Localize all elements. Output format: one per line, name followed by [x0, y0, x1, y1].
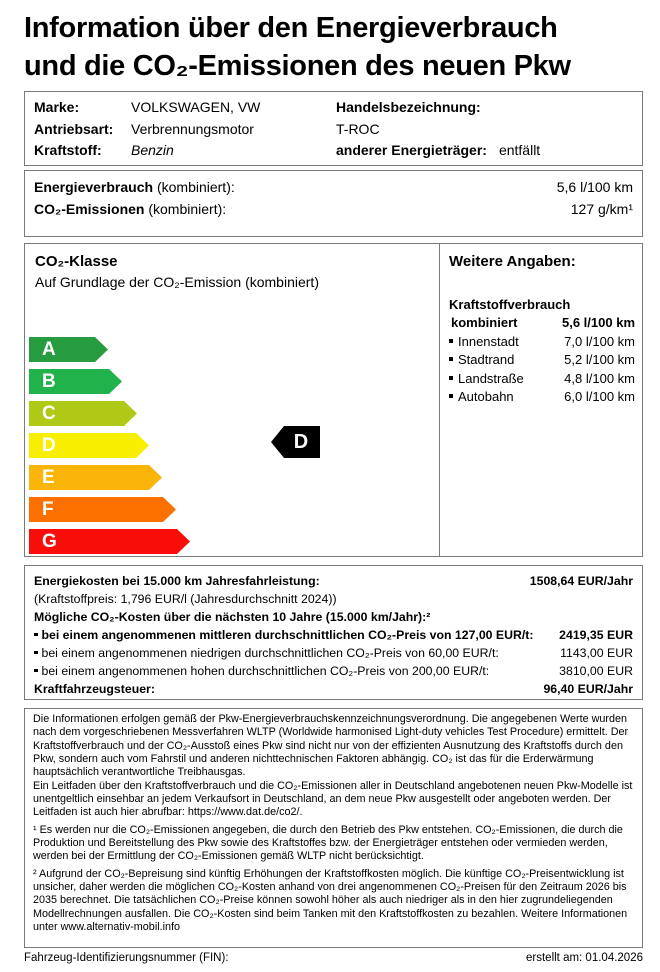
vehicle-info-box: Marke: Antriebsart: Kraftstoff: VOLKSWAG…	[24, 91, 643, 166]
fuel-consumption-row-combined: kombiniert 5,6 l/100 km	[451, 315, 635, 330]
vehicle-info-labels: Marke: Antriebsart: Kraftstoff:	[34, 97, 131, 160]
brand-label: Marke:	[34, 99, 80, 115]
co2-cost-high-row: bei einem angenommenen hohen durchschnit…	[34, 662, 633, 680]
fine-print-box: Die Informationen erfolgen gemäß der Pkw…	[24, 708, 643, 948]
bullet-icon	[34, 668, 38, 672]
consumption-box: Energieverbrauch (kombiniert): 5,6 l/100…	[24, 170, 643, 237]
fuel-consumption-row-city: Innenstadt 7,0 l/100 km	[449, 333, 635, 352]
co2-class-box: CO₂-Klasse Auf Grundlage der CO₂-Emissio…	[24, 243, 643, 557]
co2-class-subtitle: Auf Grundlage der CO₂-Emission (kombinie…	[35, 274, 319, 290]
fuel-consumption-row-highway: Autobahn 6,0 l/100 km	[449, 388, 635, 407]
energy-consumption-row: Energieverbrauch (kombiniert): 5,6 l/100…	[34, 176, 633, 198]
vehicle-info-values: VOLKSWAGEN, VW Verbrennungsmotor Benzin	[131, 97, 260, 160]
co2-class-scale-panel: CO₂-Klasse Auf Grundlage der CO₂-Emissio…	[25, 244, 439, 556]
energy-costs-row: Energiekosten bei 15.000 km Jahresfahrle…	[34, 574, 633, 588]
bullet-icon	[34, 650, 38, 654]
energy-costs-box: Energiekosten bei 15.000 km Jahresfahrle…	[24, 565, 643, 700]
trade-name-value: T-ROC	[336, 120, 380, 137]
fuel-consumption-heading: Kraftstoffverbrauch	[449, 297, 571, 312]
footnote-1: ¹ Es werden nur die CO₂-Emissionen angeg…	[33, 823, 623, 863]
further-details-panel: Weitere Angaben: Kraftstoffverbrauch kom…	[449, 252, 635, 407]
fuel-value: Benzin	[131, 142, 174, 158]
drivetrain-label: Antriebsart:	[34, 120, 114, 137]
trade-name-label: Handelsbezeichnung:	[336, 99, 481, 115]
co2-class-arrow-a: A	[29, 337, 108, 362]
fuel-consumption-row-suburban: Stadtrand 5,2 l/100 km	[449, 351, 635, 370]
energy-consumption-label: Energieverbrauch (kombiniert):	[34, 179, 235, 195]
co2-class-arrow-d: D	[29, 433, 149, 458]
vehicle-info-right-column: Handelsbezeichnung: T-ROC anderer Energi…	[336, 97, 633, 160]
co2-emissions-value: 127 g/km¹	[570, 201, 633, 217]
fine-print-paragraph-1: Die Informationen erfolgen gemäß der Pkw…	[33, 713, 629, 779]
bullet-icon	[34, 632, 38, 636]
co2-costs-heading-row: Mögliche CO₂-Kosten über die nächsten 10…	[34, 610, 431, 624]
footer: Fahrzeug-Identifizierungsnummer (FIN): e…	[24, 952, 643, 964]
co2-cost-low-row: bei einem angenommenen niedrigen durchsc…	[34, 644, 633, 662]
co2-class-arrow-f: F	[29, 497, 176, 522]
drivetrain-value: Verbrennungsmotor	[131, 120, 254, 137]
co2-class-arrow-g: G	[29, 529, 190, 554]
other-energy-row: anderer Energieträger: entfällt	[336, 140, 633, 162]
co2-class-heading: CO₂-Klasse	[35, 253, 118, 270]
page-title-line2: und die CO₂-Emissionen des neuen Pkw	[24, 50, 571, 82]
co2-class-indicator-arrow: D	[271, 426, 320, 458]
co2-class-scale: A B C D E F G	[29, 337, 190, 561]
created-date: erstellt am: 01.04.2026	[526, 952, 643, 964]
page-title: Information über den Energieverbrauch un…	[24, 9, 644, 85]
co2-class-arrow-c: C	[29, 401, 137, 426]
other-energy-label: anderer Energieträger:	[336, 142, 487, 158]
bullet-icon	[449, 338, 453, 343]
co2-class-arrow-b: B	[29, 369, 122, 394]
fuel-consumption-row-rural: Landstraße 4,8 l/100 km	[449, 370, 635, 389]
bullet-icon	[449, 394, 453, 399]
page-title-line1: Information über den Energieverbrauch	[24, 12, 558, 44]
footnote-2: ² Aufgrund der CO₂-Bepreisung sind künft…	[33, 867, 628, 934]
brand-value: VOLKSWAGEN, VW	[131, 99, 261, 115]
bullet-icon	[449, 357, 453, 362]
further-details-heading: Weitere Angaben:	[449, 253, 576, 270]
energy-consumption-value: 5,6 l/100 km	[556, 179, 633, 195]
fine-print-paragraph-2: Ein Leitfaden über den Kraftstoffverbrau…	[33, 779, 633, 819]
co2-cost-medium-row: bei einem angenommenen mittleren durchsc…	[34, 626, 633, 644]
co2-class-arrow-e: E	[29, 465, 162, 490]
bullet-icon	[449, 375, 453, 380]
vehicle-info-left-column: Marke: Antriebsart: Kraftstoff: VOLKSWAG…	[34, 97, 336, 160]
other-energy-value: entfällt	[498, 142, 541, 158]
fuel-price-row: (Kraftstoffpreis: 1,796 EUR/l (Jahresdur…	[34, 592, 337, 606]
vertical-divider	[439, 244, 440, 556]
co2-emissions-label: CO₂-Emissionen (kombiniert):	[34, 201, 227, 217]
co2-emissions-row: CO₂-Emissionen (kombiniert): 127 g/km¹	[34, 198, 633, 220]
fuel-label: Kraftstoff:	[34, 142, 102, 158]
vehicle-tax-row: Kraftfahrzeugsteuer: 96,40 EUR/Jahr	[34, 682, 633, 696]
vin-label: Fahrzeug-Identifizierungsnummer (FIN):	[24, 952, 229, 964]
